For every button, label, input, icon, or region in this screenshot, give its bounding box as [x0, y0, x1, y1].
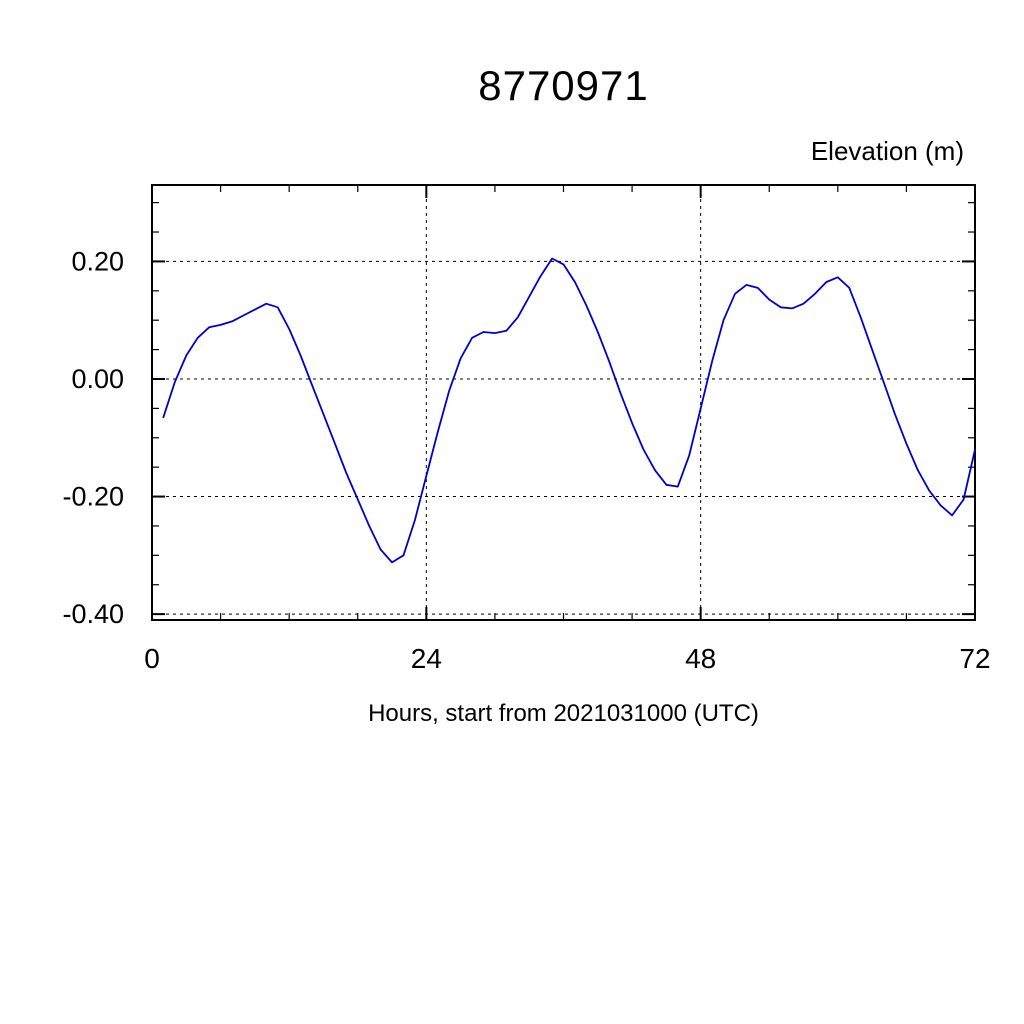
- x-tick-label: 24: [411, 643, 442, 674]
- chart-title: 8770971: [478, 62, 649, 109]
- y-tick-label: -0.20: [62, 482, 124, 512]
- y-tick-label: -0.40: [62, 599, 124, 629]
- plot-frame: [151, 184, 976, 621]
- x-tick-label: 48: [685, 643, 716, 674]
- x-tick-label: 72: [959, 643, 990, 674]
- x-tick-label: 0: [144, 643, 160, 674]
- y-tick-label: 0.00: [71, 364, 124, 394]
- x-axis-title: Hours, start from 2021031000 (UTC): [368, 700, 759, 727]
- y-tick-label: 0.20: [71, 246, 124, 276]
- elevation-line: [162, 257, 976, 564]
- elevation-axis-title: Elevation (m): [810, 136, 964, 166]
